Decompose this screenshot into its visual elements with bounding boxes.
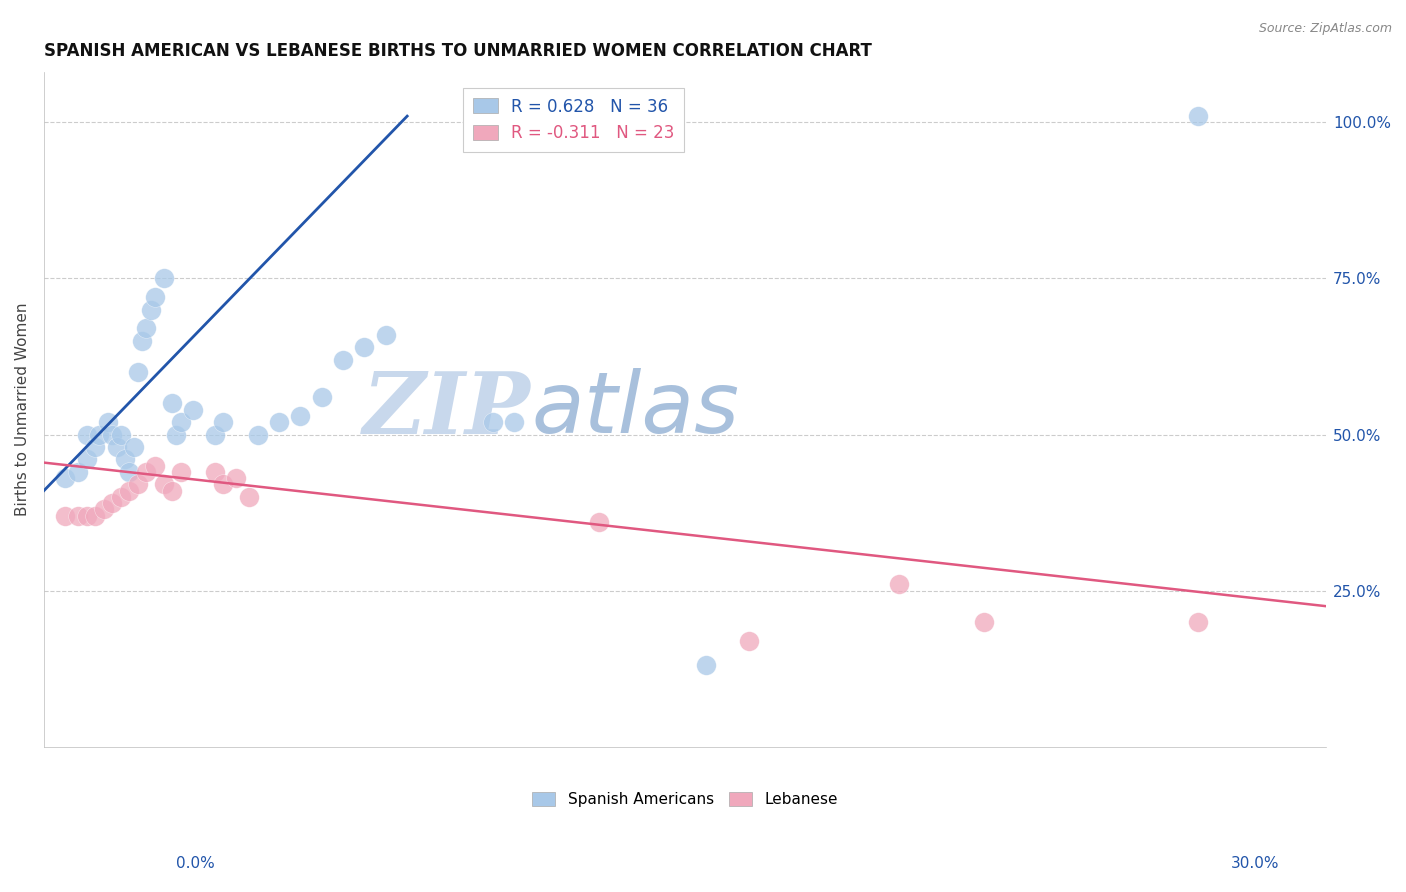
- Point: [204, 465, 226, 479]
- Point: [76, 427, 98, 442]
- Point: [1187, 615, 1209, 629]
- Point: [131, 334, 153, 348]
- Point: [84, 508, 107, 523]
- Y-axis label: Births to Unmarried Women: Births to Unmarried Women: [15, 302, 30, 516]
- Point: [143, 458, 166, 473]
- Point: [588, 515, 610, 529]
- Point: [67, 465, 90, 479]
- Point: [93, 502, 115, 516]
- Point: [118, 483, 141, 498]
- Point: [183, 402, 205, 417]
- Point: [165, 427, 187, 442]
- Point: [332, 352, 354, 367]
- Point: [101, 496, 124, 510]
- Point: [76, 508, 98, 523]
- Point: [169, 415, 191, 429]
- Point: [127, 365, 149, 379]
- Point: [84, 440, 107, 454]
- Point: [135, 321, 157, 335]
- Point: [105, 440, 128, 454]
- Point: [204, 427, 226, 442]
- Point: [160, 396, 183, 410]
- Point: [160, 483, 183, 498]
- Text: atlas: atlas: [531, 368, 740, 451]
- Point: [110, 427, 132, 442]
- Point: [374, 327, 396, 342]
- Point: [101, 427, 124, 442]
- Point: [238, 490, 260, 504]
- Text: Source: ZipAtlas.com: Source: ZipAtlas.com: [1258, 22, 1392, 36]
- Point: [143, 290, 166, 304]
- Legend: Spanish Americans, Lebanese: Spanish Americans, Lebanese: [526, 786, 844, 814]
- Point: [503, 415, 526, 429]
- Point: [246, 427, 269, 442]
- Point: [887, 577, 910, 591]
- Point: [695, 658, 717, 673]
- Point: [114, 452, 136, 467]
- Point: [290, 409, 312, 423]
- Text: SPANISH AMERICAN VS LEBANESE BIRTHS TO UNMARRIED WOMEN CORRELATION CHART: SPANISH AMERICAN VS LEBANESE BIRTHS TO U…: [44, 42, 872, 60]
- Text: 30.0%: 30.0%: [1232, 856, 1279, 871]
- Point: [738, 633, 761, 648]
- Point: [89, 427, 111, 442]
- Point: [311, 390, 333, 404]
- Point: [53, 508, 76, 523]
- Point: [267, 415, 290, 429]
- Point: [152, 477, 174, 491]
- Point: [212, 415, 235, 429]
- Point: [152, 271, 174, 285]
- Point: [212, 477, 235, 491]
- Point: [139, 302, 162, 317]
- Point: [67, 508, 90, 523]
- Point: [1187, 109, 1209, 123]
- Point: [53, 471, 76, 485]
- Point: [97, 415, 120, 429]
- Text: 0.0%: 0.0%: [176, 856, 215, 871]
- Point: [127, 477, 149, 491]
- Point: [353, 340, 375, 354]
- Text: ZIP: ZIP: [363, 368, 531, 451]
- Point: [973, 615, 995, 629]
- Point: [76, 452, 98, 467]
- Point: [118, 465, 141, 479]
- Point: [122, 440, 145, 454]
- Point: [169, 465, 191, 479]
- Point: [225, 471, 247, 485]
- Point: [135, 465, 157, 479]
- Point: [481, 415, 503, 429]
- Point: [110, 490, 132, 504]
